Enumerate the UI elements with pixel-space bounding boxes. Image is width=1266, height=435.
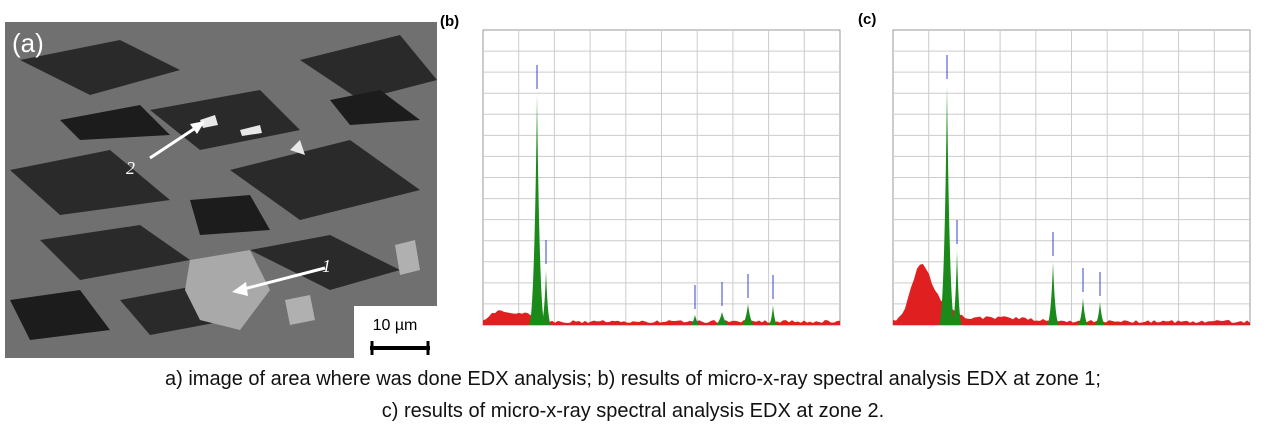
arrow-label: 1 [322, 256, 331, 276]
panel-label: (b) [440, 13, 459, 30]
panel-label: (c) [858, 11, 876, 28]
arrow-label: 2 [126, 158, 135, 178]
figure-panels: (a) 2 1 10 µm (b) (c) [0, 0, 1266, 365]
sem-image [5, 22, 437, 358]
scale-bar-label: 10 µm [373, 317, 418, 334]
spectrum-plot [893, 30, 1250, 325]
spectrum-plot [483, 30, 840, 325]
caption-line: a) image of area where was done EDX anal… [0, 368, 1266, 391]
panel-label: (a) [12, 28, 44, 58]
caption-line: c) results of micro-x-ray spectral analy… [0, 400, 1266, 423]
